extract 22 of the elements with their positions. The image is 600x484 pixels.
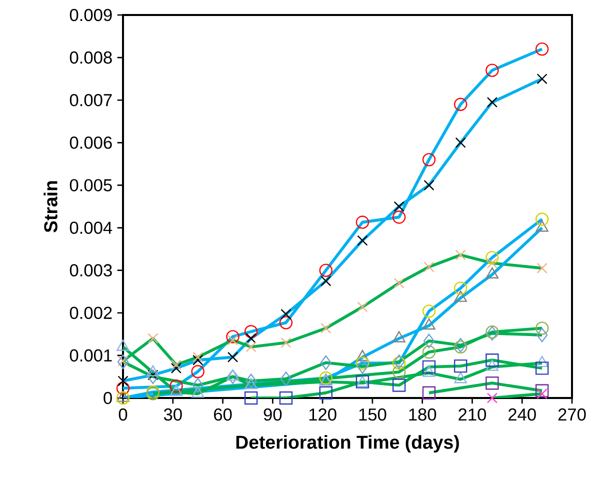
y-axis-title: Strain: [44, 181, 58, 232]
y-tick-label: 0.009: [70, 8, 112, 22]
x-tick-label: 240: [508, 408, 536, 421]
x-tick-label: 0: [118, 408, 128, 421]
x-tick-label: 270: [558, 408, 586, 421]
y-tick-label: 0.004: [70, 222, 112, 234]
y-tick-label: 0.002: [70, 306, 112, 320]
y-tick-label: 0.005: [70, 179, 112, 192]
x-tick-label: 60: [214, 408, 232, 421]
y-tick-label: 0: [104, 392, 112, 404]
x-tick-label: 120: [309, 408, 336, 421]
y-tick-label: 0.001: [70, 349, 112, 362]
y-tick-label: 0.008: [70, 51, 112, 64]
y-tick-label: 0.007: [70, 94, 112, 106]
y-tick-label: 0.006: [70, 136, 112, 149]
y-tick-label: 0.003: [70, 264, 112, 276]
x-tick-label: 30: [164, 408, 182, 421]
x-axis-title: Deterioration Time (days): [236, 435, 459, 453]
x-tick-label: 210: [458, 408, 486, 421]
x-tick-label: 90: [264, 408, 282, 421]
x-tick-label: 150: [359, 408, 386, 421]
x-tick-label: 180: [409, 408, 436, 421]
